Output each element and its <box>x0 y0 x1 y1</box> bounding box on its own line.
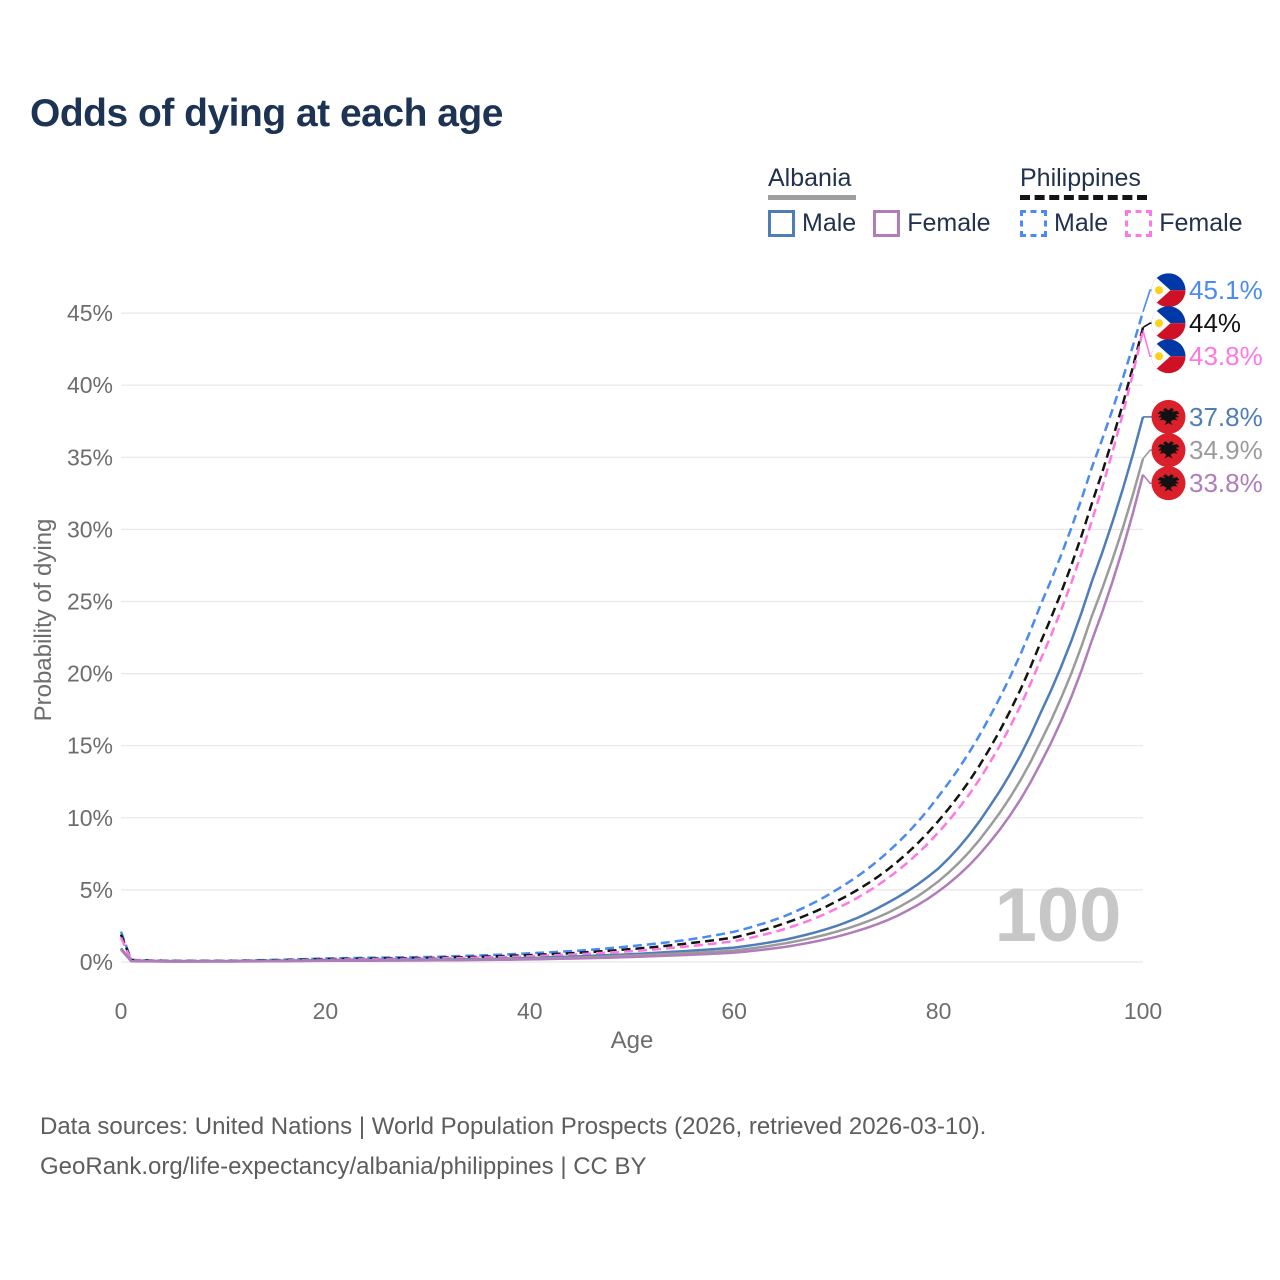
y-tick-label-45: 45% <box>67 300 113 326</box>
y-tick-label-15: 15% <box>67 733 113 759</box>
x-tick-label-40: 40 <box>517 998 543 1024</box>
series-line-philippines-both-sexes[interactable] <box>119 327 1145 963</box>
data-source-line: Data sources: United Nations | World Pop… <box>40 1113 987 1140</box>
legend-label-albania-male[interactable]: Male <box>802 209 857 237</box>
footer: Data sources: United Nations | World Pop… <box>40 1107 986 1187</box>
leader-line-albania-both-sexes <box>1142 449 1152 460</box>
end-label-philippines-both-sexes: 44% <box>1142 306 1241 341</box>
x-tick-label-0: 0 <box>115 998 128 1024</box>
philippines-flag-icon <box>1151 339 1186 374</box>
end-value-albania-both-sexes: 34.9% <box>1189 435 1263 465</box>
attribution-line: GeoRank.org/life-expectancy/albania/phil… <box>40 1153 647 1180</box>
y-tick-label-25: 25% <box>67 589 113 615</box>
x-tick-label-60: 60 <box>721 998 747 1024</box>
series-line-philippines-female[interactable] <box>119 330 1145 963</box>
philippines-flag-icon <box>1151 273 1186 308</box>
x-axis-title: Age <box>610 1027 654 1054</box>
legend-swatch-albania-male[interactable] <box>768 210 795 237</box>
age-watermark: 100 <box>995 873 1122 958</box>
legend-swatch-philippines-female[interactable] <box>1125 210 1153 237</box>
end-value-philippines-female: 43.8% <box>1189 341 1263 371</box>
end-label-albania-both-sexes: 34.9% <box>1142 433 1263 468</box>
y-tick-label-10: 10% <box>67 805 113 831</box>
leader-line-albania-female <box>1142 474 1152 485</box>
legend-swatch-philippines-male[interactable] <box>1020 210 1047 237</box>
end-label-philippines-female: 43.8% <box>1142 330 1263 374</box>
y-tick-label-30: 30% <box>67 516 113 542</box>
philippines-flag-icon <box>1151 306 1186 341</box>
legend-country-albania[interactable]: Albania <box>768 164 852 192</box>
x-tick-label-100: 100 <box>1124 998 1162 1024</box>
y-tick-label-5: 5% <box>80 877 113 903</box>
y-tick-label-20: 20% <box>67 661 113 687</box>
legend-label-philippines-female[interactable]: Female <box>1159 209 1243 237</box>
leader-line-philippines-female <box>1142 330 1152 358</box>
leader-line-philippines-both-sexes <box>1142 322 1152 329</box>
end-label-albania-female: 33.8% <box>1142 466 1263 501</box>
end-value-philippines-both-sexes: 44% <box>1189 308 1241 338</box>
albania-flag-icon <box>1151 466 1186 501</box>
end-value-albania-female: 33.8% <box>1189 468 1263 498</box>
end-label-albania-male: 37.8% <box>1143 399 1263 434</box>
y-tick-label-40: 40% <box>67 372 113 398</box>
legend-group-philippines: Philippines Male Female <box>1020 164 1260 238</box>
leader-line-philippines-male <box>1142 289 1152 312</box>
end-value-albania-male: 37.8% <box>1189 402 1263 432</box>
philippines-line-style-sample <box>1020 195 1147 200</box>
y-tick-label-0: 0% <box>80 949 113 975</box>
albania-flag-icon <box>1151 399 1186 434</box>
page-title: Odds of dying at each age <box>30 92 503 135</box>
y-tick-label-35: 35% <box>67 444 113 470</box>
legend-label-philippines-male[interactable]: Male <box>1054 209 1109 237</box>
end-label-philippines-male: 45.1% <box>1142 273 1263 312</box>
x-tick-label-80: 80 <box>926 998 952 1024</box>
albania-flag-icon <box>1151 433 1186 468</box>
legend-country-philippines[interactable]: Philippines <box>1020 164 1141 192</box>
x-tick-label-20: 20 <box>313 998 339 1024</box>
legend-group-albania: Albania Male Female <box>768 164 1008 238</box>
series-line-philippines-male[interactable] <box>119 311 1145 963</box>
legend-swatch-albania-female[interactable] <box>873 210 901 237</box>
legend-label-albania-female[interactable]: Female <box>907 209 991 237</box>
series-line-albania-male[interactable] <box>120 416 1145 963</box>
series-line-albania-both-sexes[interactable] <box>120 458 1145 963</box>
albania-line-style-sample <box>768 195 856 200</box>
series-line-albania-female[interactable] <box>120 474 1145 963</box>
end-value-philippines-male: 45.1% <box>1189 275 1263 305</box>
